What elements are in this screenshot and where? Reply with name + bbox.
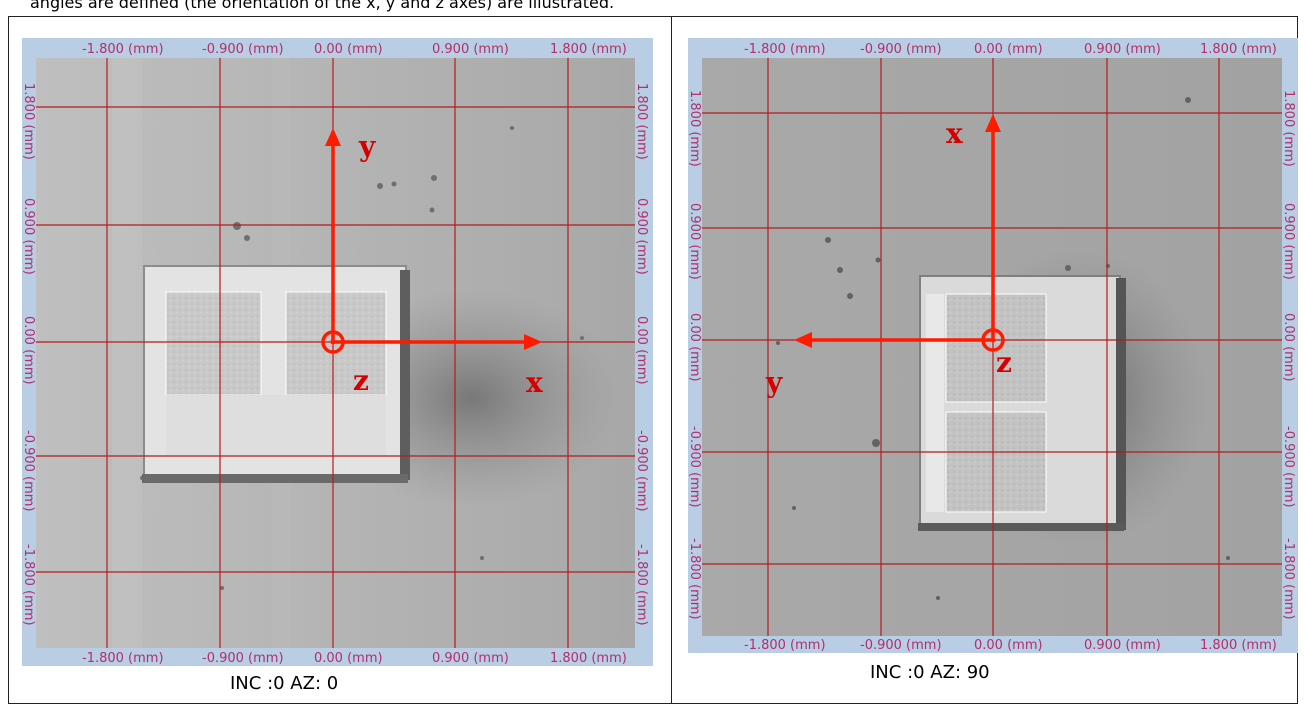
debris-particles bbox=[776, 97, 1230, 600]
component-edge-shadow bbox=[1116, 278, 1126, 530]
bottom-tick-5: 1.800 (mm) bbox=[1200, 638, 1277, 653]
bottom-tick-1: -1.800 (mm) bbox=[82, 651, 164, 666]
bottom-tick-5: 1.800 (mm) bbox=[550, 651, 627, 666]
vertical-stripe bbox=[112, 58, 142, 648]
right-tick-1: 1.800 (mm) bbox=[1281, 90, 1296, 167]
caption-left: INC :0 AZ: 0 bbox=[230, 673, 339, 694]
y-arrowhead bbox=[794, 332, 812, 348]
axis-label-up: x bbox=[946, 117, 963, 150]
right-tick-4: -0.900 (mm) bbox=[1281, 426, 1296, 508]
caption-right: INC :0 AZ: 90 bbox=[870, 662, 990, 683]
left-tick-1: 1.800 (mm) bbox=[688, 90, 702, 167]
left-tick-5: -1.800 (mm) bbox=[22, 544, 36, 626]
top-tick-5: 1.800 (mm) bbox=[1200, 42, 1277, 57]
top-text-line: angles are defined (the orientation of t… bbox=[0, 0, 1306, 18]
axis-label-origin: z bbox=[353, 364, 369, 397]
right-tick-2: 0.900 (mm) bbox=[1281, 203, 1296, 280]
right-tick-3: 0.00 (mm) bbox=[634, 316, 649, 385]
panel-right: -1.800 (mm) -0.900 (mm) 0.00 (mm) 0.900 … bbox=[688, 38, 1298, 653]
top-tick-2: -0.900 (mm) bbox=[202, 42, 284, 57]
right-tick-2: 0.900 (mm) bbox=[634, 198, 649, 275]
left-tick-4: -0.900 (mm) bbox=[22, 430, 36, 512]
x-arrowhead bbox=[985, 114, 1001, 132]
left-tick-2: 0.900 (mm) bbox=[22, 198, 36, 275]
bottom-tick-2: -0.900 (mm) bbox=[860, 638, 942, 653]
right-tick-5: -1.800 (mm) bbox=[1281, 538, 1296, 620]
y-arrowhead bbox=[325, 128, 341, 146]
bottom-tick-1: -1.800 (mm) bbox=[744, 638, 826, 653]
axis-label-up: y bbox=[358, 130, 376, 163]
grid-lines bbox=[36, 58, 635, 648]
bottom-tick-2: -0.900 (mm) bbox=[202, 651, 284, 666]
top-tick-4: 0.900 (mm) bbox=[1084, 42, 1161, 57]
bottom-tick-4: 0.900 (mm) bbox=[1084, 638, 1161, 653]
top-text: angles are defined (the orientation of t… bbox=[30, 0, 615, 12]
panel-left: -1.800 (mm) -0.900 (mm) 0.00 (mm) 0.900 … bbox=[22, 38, 653, 666]
left-tick-3: 0.00 (mm) bbox=[688, 313, 702, 382]
left-tick-1: 1.800 (mm) bbox=[22, 83, 36, 160]
bottom-tick-3: 0.00 (mm) bbox=[974, 638, 1043, 653]
coordinate-axes bbox=[321, 143, 527, 354]
component-bottom-shadow bbox=[918, 523, 1124, 531]
bottom-tick-4: 0.900 (mm) bbox=[432, 651, 509, 666]
right-tick-1: 1.800 (mm) bbox=[634, 83, 649, 160]
left-tick-5: -1.800 (mm) bbox=[688, 538, 702, 620]
axis-label-side: x bbox=[526, 366, 543, 399]
right-tick-4: -0.900 (mm) bbox=[634, 430, 649, 512]
origin-dot bbox=[330, 339, 336, 345]
top-tick-2: -0.900 (mm) bbox=[860, 42, 942, 57]
top-tick-1: -1.800 (mm) bbox=[82, 42, 164, 57]
left-tick-2: 0.900 (mm) bbox=[688, 203, 702, 280]
x-arrowhead bbox=[524, 334, 542, 350]
bottom-tick-3: 0.00 (mm) bbox=[314, 651, 383, 666]
pad-lower bbox=[945, 411, 1047, 513]
top-tick-3: 0.00 (mm) bbox=[314, 42, 383, 57]
pad-side-band bbox=[926, 294, 944, 512]
top-tick-1: -1.800 (mm) bbox=[744, 42, 826, 57]
table-divider bbox=[671, 16, 672, 704]
axis-label-origin: z bbox=[996, 346, 1012, 379]
left-tick-4: -0.900 (mm) bbox=[688, 426, 702, 508]
top-tick-4: 0.900 (mm) bbox=[432, 42, 509, 57]
left-tick-3: 0.00 (mm) bbox=[22, 316, 36, 385]
top-tick-5: 1.800 (mm) bbox=[550, 42, 627, 57]
pad-lower-band bbox=[166, 395, 386, 455]
top-tick-3: 0.00 (mm) bbox=[974, 42, 1043, 57]
origin-dot bbox=[990, 337, 996, 343]
right-tick-3: 0.00 (mm) bbox=[1281, 313, 1296, 382]
pad-left bbox=[165, 291, 262, 396]
coordinate-axes bbox=[810, 128, 1005, 352]
component-bottom-shadow bbox=[142, 474, 408, 483]
right-tick-5: -1.800 (mm) bbox=[634, 544, 649, 626]
axis-label-side: y bbox=[765, 366, 783, 399]
component-edge-shadow bbox=[400, 270, 410, 480]
